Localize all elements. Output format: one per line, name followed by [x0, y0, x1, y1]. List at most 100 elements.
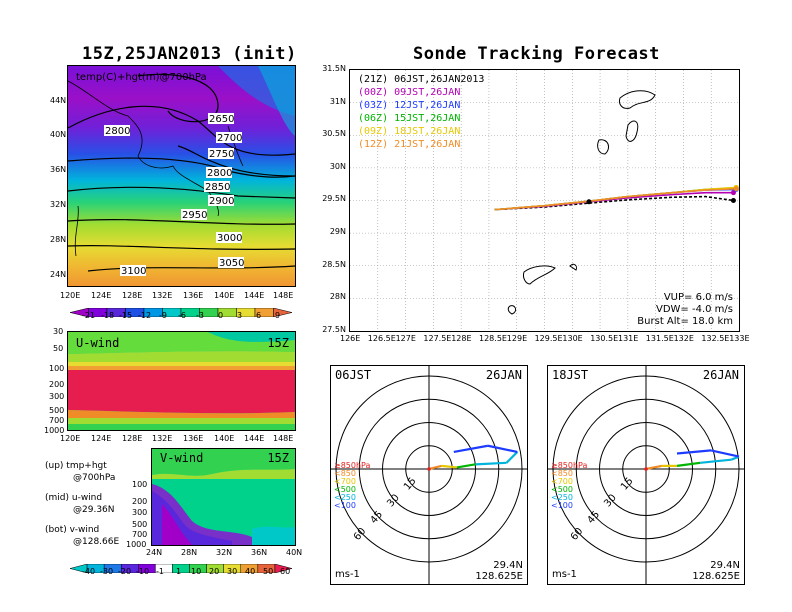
- lon-tick: 140E: [214, 434, 235, 443]
- track-chart: [350, 70, 739, 331]
- burst-alt-value: Burst Alt= 18.0 km: [637, 316, 733, 327]
- colorbar-label: -20: [118, 567, 132, 576]
- track-end-point: [730, 198, 736, 203]
- pressure-tick: 30: [53, 327, 64, 336]
- legend-entry: (00Z) 09JST,26JAN: [358, 87, 461, 98]
- colorbar-label: 0: [218, 311, 224, 320]
- lon-tick: 128E: [122, 291, 143, 300]
- hodo-level-legend: ≥850hPa <850 <700 <500 <250 <100: [334, 462, 370, 510]
- lon-tick: 132E: [673, 334, 694, 343]
- hodo-ring-label: 45: [369, 509, 386, 526]
- colorbar-label: 1: [176, 567, 182, 576]
- colorbar-swatch: [274, 563, 293, 574]
- left-title: 15Z,25JAN2013 (init): [82, 44, 297, 64]
- contour-label: 2900: [209, 196, 234, 207]
- hodo-level: <700: [334, 477, 356, 486]
- lat-tick: 40N: [286, 548, 303, 557]
- coastline: [523, 265, 556, 285]
- pressure-tick: 300: [49, 392, 65, 401]
- lon-tick: 126E: [340, 334, 361, 343]
- temp-colorbar: [69, 302, 293, 318]
- contour-label: 3100: [121, 266, 146, 277]
- lon-tick: 129.5E: [534, 334, 563, 343]
- hodo-ring-label: 30: [385, 492, 402, 509]
- lat-tick: 29.5N: [322, 194, 346, 204]
- notes-block: (up) tmp+hgt @700hPa (mid) u-wind @29.36N …: [45, 460, 140, 548]
- wind-colorbar-labels: -40 -30 -20 -10 -1 1 10 20 30 40 50 60: [70, 567, 292, 577]
- u-wind-panel: U-wind 15Z: [67, 331, 296, 431]
- contour-label: 2650: [209, 114, 234, 125]
- hodo-ring-label: 15: [402, 476, 419, 493]
- lon-tick: 132E: [152, 291, 173, 300]
- hodo-segment: [428, 464, 442, 471]
- temp-colorbar-labels: -21 -18 -15 -12 -9 -6 -3 0 3 6 9: [70, 311, 292, 321]
- coastline: [569, 263, 577, 271]
- temp-map: 2650 2700 2750 2800 2850 2900 2950 3000 …: [68, 66, 295, 286]
- hodo-segment: [700, 458, 732, 464]
- lat-tick: 36N: [50, 165, 67, 174]
- lat-tick: 31N: [329, 96, 346, 106]
- hodo-segment: [645, 464, 662, 471]
- pressure-tick: 100: [49, 364, 65, 373]
- lat-tick: 30N: [329, 161, 346, 171]
- pressure-tick: 200: [49, 380, 65, 389]
- coastline: [619, 90, 656, 109]
- hodo-level: <850: [334, 469, 356, 478]
- pressure-tick: 700: [132, 530, 148, 539]
- colorbar-label: 10: [191, 567, 202, 576]
- coastline: [507, 305, 517, 315]
- pressure-tick: 1000: [44, 426, 65, 435]
- pressure-tick: 500: [132, 520, 148, 529]
- v-wind-label: V-wind: [160, 451, 204, 465]
- hodo-segment: [441, 464, 458, 469]
- hodo-ring-label: 30: [602, 492, 619, 509]
- hodo-segment: [710, 449, 740, 458]
- lon-tick: 148E: [273, 434, 294, 443]
- track-line-6: [494, 187, 737, 211]
- legend-entry: (06Z) 15JST,26JAN: [358, 113, 461, 124]
- lon-tick: 128E: [451, 334, 472, 343]
- colorbar-label: -9: [159, 311, 167, 320]
- v-wind-panel: V-wind 15Z: [151, 448, 296, 546]
- colorbar-label: 30: [227, 567, 238, 576]
- lat-tick: 24N: [50, 270, 67, 279]
- colorbar-label: 9: [275, 311, 281, 320]
- hodograph-right: 15 30 45 60 18JST 26JAN ms-1 29.4N 128.625E …: [547, 365, 745, 585]
- lat-tick: 32N: [50, 200, 67, 209]
- lat-tick: 40N: [50, 130, 67, 139]
- lon-tick: 148E: [273, 291, 294, 300]
- hodo-ring-label: 45: [586, 509, 603, 526]
- lon-tick: 136E: [183, 291, 204, 300]
- contour-label: 3050: [219, 258, 244, 269]
- map-label: temp(C)+hgt(m)@700hPa: [76, 72, 207, 83]
- hodo-segment: [453, 444, 489, 454]
- pressure-tick: 200: [132, 497, 148, 506]
- hodo-level: <500: [551, 485, 573, 494]
- lon-tick: 144E: [244, 291, 265, 300]
- colorbar-label: -1: [156, 567, 164, 576]
- hodo-location: 29.4N 128.625E: [475, 560, 523, 582]
- lat-tick: 28N: [50, 235, 67, 244]
- legend-entry: (09Z) 18JST,26JAN: [358, 126, 461, 137]
- hodo-segment: [456, 463, 476, 469]
- colorbar-label: -30: [100, 567, 114, 576]
- lon-tick: 120E: [60, 434, 81, 443]
- note-mid: (mid) u-wind @29.36N: [45, 493, 115, 515]
- lat-tick: 31.5N: [322, 64, 346, 73]
- hodo-level: <250: [334, 493, 356, 502]
- track-legend: (21Z) 06JST,26JAN2013 (00Z) 09JST,26JAN (0…: [358, 73, 484, 151]
- right-title: Sonde Tracking Forecast: [413, 44, 660, 64]
- lon-tick: 132.5E: [701, 334, 730, 343]
- hodo-level-legend: ≥850hPa <850 <700 <500 <250 <100: [551, 462, 587, 510]
- track-mid-point: [586, 199, 592, 205]
- colorbar-label: -15: [119, 311, 133, 320]
- pressure-tick: 300: [132, 508, 148, 517]
- hodo-ring-label: 60: [352, 526, 369, 543]
- u-wind-time: 15Z: [267, 336, 289, 350]
- hodo-segment: [676, 449, 712, 455]
- legend-entry: (12Z) 21JST,26JAN: [358, 139, 461, 150]
- track-end-point: [733, 186, 739, 192]
- lon-tick: 132E: [152, 434, 173, 443]
- lon-tick: 140E: [214, 291, 235, 300]
- lon-tick: 144E: [244, 434, 265, 443]
